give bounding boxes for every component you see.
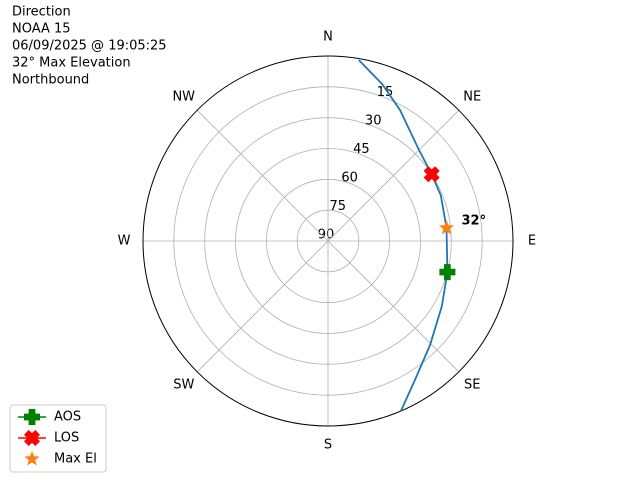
- theta-tick-label: SE: [464, 378, 480, 393]
- r-tick-label: 75: [330, 199, 347, 214]
- r-tick-label: 90: [318, 228, 335, 243]
- legend: AOS LOS Max El: [9, 404, 107, 473]
- legend-label: AOS: [54, 410, 81, 425]
- r-tick-label: 60: [341, 171, 358, 186]
- legend-label: Max El: [54, 452, 97, 467]
- grid-spoke: [196, 240, 329, 373]
- marker-plus: [439, 264, 456, 281]
- theta-tick-label: E: [528, 234, 536, 249]
- grid-spoke: [327, 240, 460, 373]
- legend-label: LOS: [54, 431, 79, 446]
- title-line: 32° Max Elevation: [12, 56, 131, 71]
- r-tick-label: 15: [377, 85, 394, 100]
- r-tick-label: 45: [353, 142, 370, 157]
- title-line: Direction: [12, 5, 71, 20]
- legend-marker: [24, 430, 40, 446]
- theta-tick-label: S: [324, 438, 332, 453]
- track-line: [358, 59, 449, 412]
- annotation: 32°: [462, 213, 487, 228]
- legend-marker: [24, 409, 40, 425]
- marker-x: [423, 166, 440, 183]
- r-tick-label: 30: [365, 114, 382, 129]
- theta-tick-label: NE: [463, 89, 481, 104]
- legend-marker: [24, 451, 40, 466]
- theta-tick-label: SW: [173, 378, 194, 393]
- theta-tick-label: W: [118, 234, 131, 249]
- marker-star: [438, 219, 455, 235]
- title-line: 06/09/2025 @ 19:05:25: [12, 39, 167, 54]
- polar-frame: [142, 55, 514, 427]
- title-line: Northbound: [12, 73, 89, 88]
- grid-spoke: [327, 109, 460, 242]
- title-line: NOAA 15: [12, 22, 71, 37]
- grid-spoke: [196, 109, 329, 242]
- theta-tick-label: NW: [172, 89, 195, 104]
- theta-tick-label: N: [323, 30, 333, 45]
